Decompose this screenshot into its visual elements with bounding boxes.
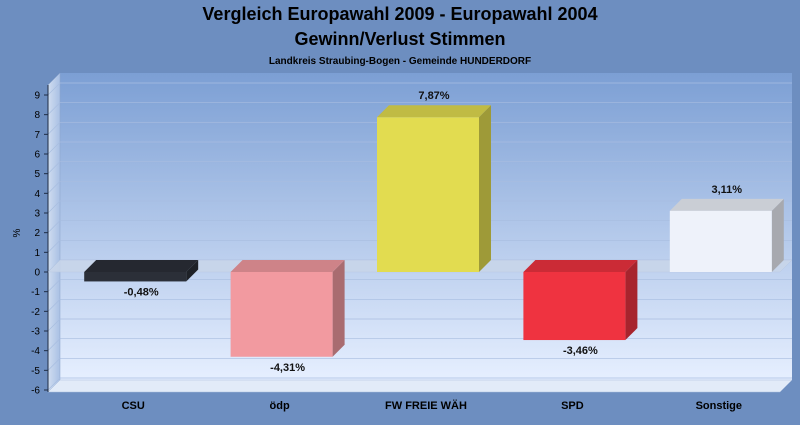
grid-line-depth (47, 338, 61, 351)
y-tick-label: 2 (34, 228, 40, 239)
bar-side (625, 260, 638, 341)
bar-side (332, 260, 345, 357)
bar (230, 260, 345, 357)
x-tick-label: Sonstige (696, 400, 742, 412)
y-axis-label: % (12, 228, 23, 237)
y-tick-label: -2 (31, 307, 40, 318)
y-tick-label: -1 (31, 287, 40, 298)
bar-front (377, 117, 479, 273)
y-axis: 9 8 7 6 5 4 3 2 1 0 -1 -2 -3 -4 -5 -6 (31, 85, 49, 397)
y-tick-label: 9 (34, 91, 40, 102)
x-tick-label: CSU (122, 400, 145, 412)
y-tick-label: 4 (34, 189, 40, 200)
bar (377, 105, 491, 273)
chart-subtitle: Landkreis Straubing-Bogen - Gemeinde HUN… (269, 56, 531, 67)
bar-top (377, 105, 491, 118)
grid-line-depth (47, 279, 61, 292)
data-label: 3,11% (712, 184, 743, 196)
grid-line-depth (47, 299, 61, 312)
bar-top (230, 260, 345, 272)
grid-line-depth (47, 220, 61, 233)
grid-line-depth (47, 122, 61, 135)
grid-line-depth (47, 240, 61, 253)
bar-front (84, 272, 187, 282)
x-tick-label: SPD (561, 400, 584, 412)
y-tick-label: -5 (31, 366, 40, 377)
bar-top (523, 260, 638, 272)
bar-front (669, 210, 772, 272)
grid-line-depth (47, 102, 61, 115)
bar-top (84, 260, 199, 272)
grid-line-depth (47, 181, 61, 194)
chart-title: Vergleich Europawahl 2009 - Europawahl 2… (202, 4, 597, 24)
x-tick-label: ödp (270, 400, 290, 412)
y-tick-label: 1 (34, 248, 40, 259)
labels: -0,48% CSU -4,31% ödp 7,87% FW FREIE WÄH -3,46… (122, 90, 743, 412)
y-tick-label: 5 (34, 169, 40, 180)
bar-side (479, 105, 491, 273)
data-label: 7,87% (418, 90, 449, 102)
bars (84, 105, 784, 357)
plot-floor (47, 379, 793, 393)
y-tick-label: -6 (31, 386, 40, 397)
y-tick-label: 7 (34, 130, 40, 141)
grid-line-depth (47, 318, 61, 332)
bar-top (669, 198, 784, 211)
y-tick-label: 0 (34, 268, 40, 279)
x-tick-label: FW FREIE WÄH (385, 399, 467, 412)
bar-side (186, 260, 199, 282)
plot-left-wall (47, 72, 61, 393)
data-label: -3,46% (563, 345, 598, 357)
y-tick-label: 6 (34, 150, 40, 161)
bar-front (523, 272, 626, 341)
grid-line-depth (47, 161, 61, 174)
data-label: -0,48% (124, 286, 159, 298)
bar (84, 260, 199, 282)
chart-title-line2: Gewinn/Verlust Stimmen (294, 29, 505, 49)
bar (523, 260, 638, 341)
y-tick-label: 8 (34, 110, 40, 121)
y-tick-label: -4 (31, 346, 40, 357)
grid-line-depth (47, 141, 61, 155)
data-label: -4,31% (270, 362, 305, 374)
y-tick-label: 3 (34, 209, 40, 220)
bar-front (230, 272, 333, 357)
bar-side (771, 198, 784, 272)
grid-line-depth (47, 82, 61, 96)
y-tick-label: -3 (31, 327, 40, 338)
grid-line-depth (47, 358, 61, 371)
grid-line-depth (47, 377, 61, 391)
grid-line-depth (47, 200, 61, 214)
bar (669, 198, 784, 272)
